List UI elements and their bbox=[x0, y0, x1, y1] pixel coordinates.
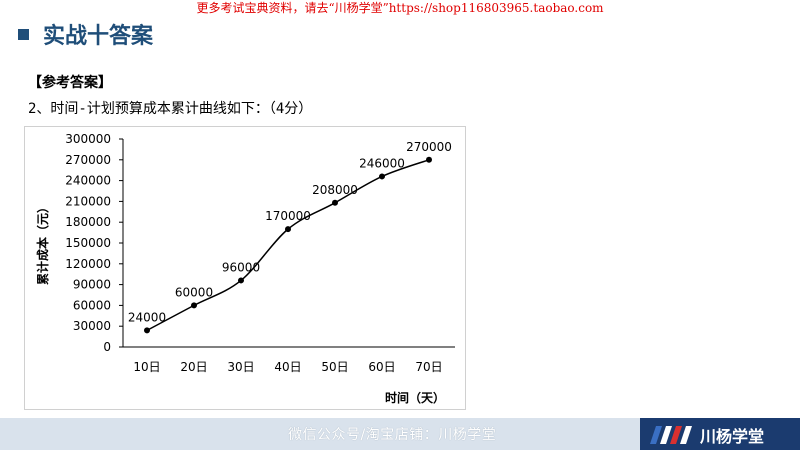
data-point bbox=[238, 277, 244, 284]
promo-banner: 更多考试宝典资料，请去“川杨学堂”https://shop116803965.t… bbox=[196, 1, 604, 15]
cost-curve-chart: 0 30000 60000 90000 120000 150000 180000 210000… bbox=[35, 132, 455, 405]
footer-bar: 微信公众号/淘宝店铺：川杨学堂 川杨学堂 bbox=[0, 418, 800, 450]
x-tick-label: 10日 bbox=[133, 360, 160, 374]
x-tick-label: 40日 bbox=[274, 360, 301, 374]
logo-icon bbox=[650, 426, 692, 444]
y-tick-label: 180000 bbox=[65, 215, 111, 229]
data-label: 96000 bbox=[222, 260, 260, 274]
title-bullet bbox=[18, 28, 29, 40]
y-tick-label: 30000 bbox=[73, 319, 111, 333]
data-label: 208000 bbox=[312, 183, 358, 197]
data-point bbox=[426, 156, 432, 163]
y-tick-label: 210000 bbox=[65, 194, 111, 208]
y-axis-title: 累计成本（元） bbox=[35, 201, 50, 285]
y-tick-label: 60000 bbox=[73, 298, 111, 312]
y-tick-label: 300000 bbox=[65, 132, 111, 146]
data-label: 24000 bbox=[128, 310, 166, 324]
data-label: 60000 bbox=[175, 285, 213, 299]
y-tick-label: 270000 bbox=[65, 153, 111, 167]
question-text: 2、时间-计划预算成本累计曲线如下：（4分） bbox=[28, 101, 313, 117]
x-tick-label: 70日 bbox=[415, 360, 442, 374]
data-label: 270000 bbox=[406, 140, 452, 154]
y-tick-label: 150000 bbox=[65, 236, 111, 250]
data-label: 170000 bbox=[265, 209, 311, 223]
x-axis-title: 时间（天） bbox=[385, 390, 445, 405]
answer-label: 【参考答案】 bbox=[28, 75, 112, 91]
y-tick-label: 90000 bbox=[73, 278, 111, 292]
series-line bbox=[146, 159, 430, 332]
x-tick-label: 30日 bbox=[227, 360, 254, 374]
x-tick-label: 50日 bbox=[321, 360, 348, 374]
logo-text: 川杨学堂 bbox=[700, 427, 765, 446]
data-point bbox=[379, 173, 385, 180]
page-title: 实战十答案 bbox=[43, 24, 154, 49]
data-label: 246000 bbox=[359, 156, 405, 170]
data-point bbox=[144, 327, 150, 334]
footer-text: 微信公众号/淘宝店铺：川杨学堂 bbox=[288, 427, 497, 443]
title-area: 实战十答案 bbox=[18, 18, 153, 50]
data-point bbox=[285, 226, 291, 233]
x-tick-label: 20日 bbox=[180, 360, 207, 374]
data-point bbox=[191, 302, 197, 309]
x-tick-label: 60日 bbox=[368, 360, 395, 374]
y-tick-label: 120000 bbox=[65, 257, 111, 271]
chart-frame: 0 30000 60000 90000 120000 150000 180000 210000… bbox=[24, 126, 466, 410]
y-tick-label: 0 bbox=[103, 340, 111, 354]
brand-logo: 川杨学堂 bbox=[640, 418, 800, 450]
data-point bbox=[332, 199, 338, 206]
y-tick-label: 240000 bbox=[65, 174, 111, 188]
